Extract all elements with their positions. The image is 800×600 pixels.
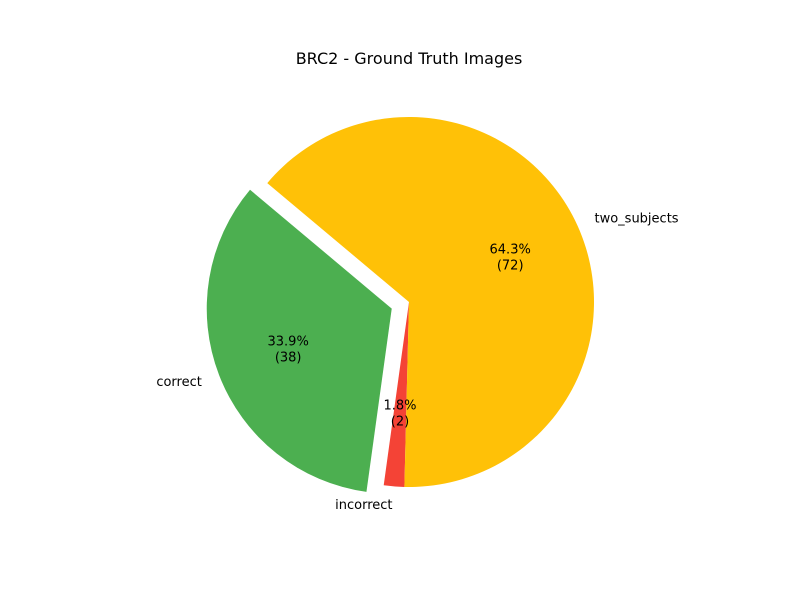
pie-slice-incorrect xyxy=(383,302,409,487)
chart-title: BRC2 - Ground Truth Images xyxy=(296,49,523,68)
slice-percent-correct: 33.9% xyxy=(268,335,309,350)
slice-percent-incorrect: 1.8% xyxy=(383,399,416,414)
pie-slice-two-subjects xyxy=(267,117,594,488)
slice-count-correct: (38) xyxy=(275,351,302,366)
slice-count-two-subjects: (72) xyxy=(497,258,524,273)
pie-slice-correct xyxy=(206,189,392,492)
pie-labels: correct 33.9%(38) incorrect 1.8%(2) two_subj… xyxy=(156,211,678,513)
slice-label-incorrect: incorrect xyxy=(335,498,392,513)
pie-slices xyxy=(206,117,594,492)
slice-count-incorrect: (2) xyxy=(391,415,409,430)
slice-label-correct: correct xyxy=(156,375,202,390)
slice-percent-two-subjects: 64.3% xyxy=(490,242,531,257)
slice-label-two-subjects: two_subjects xyxy=(594,211,678,226)
